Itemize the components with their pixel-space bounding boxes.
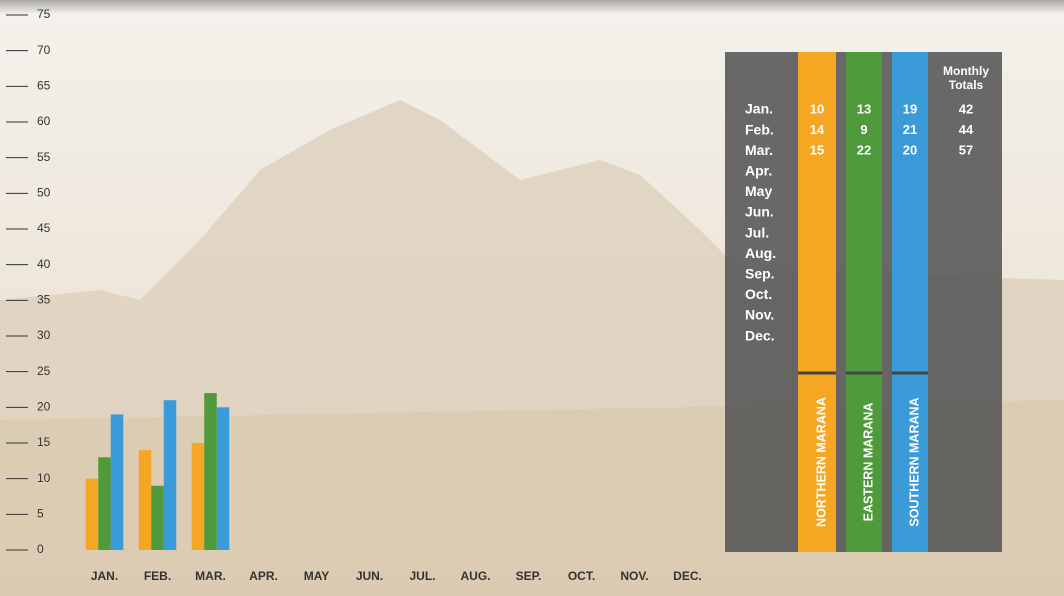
x-tick-label: JUL. [409,569,435,583]
table-value: 22 [857,143,871,158]
month-label: Dec. [745,327,775,343]
month-label: Aug. [745,245,776,261]
bar [216,407,230,550]
top-shadow [0,0,1064,14]
month-label: Jan. [745,101,773,117]
y-tick-label: 5 [37,507,44,521]
total-value: 44 [959,122,974,137]
y-tick-label: 70 [37,43,51,57]
x-tick-label: MAR. [195,569,226,583]
table-value: 20 [903,143,917,158]
total-value: 57 [959,143,973,158]
bar [110,414,124,550]
table-value: 19 [903,101,917,116]
series-column [798,52,836,552]
table-value: 15 [810,143,824,158]
x-tick-label: OCT. [568,569,595,583]
month-label: Jul. [745,224,769,240]
y-tick-label: 65 [37,79,51,93]
month-label: Jun. [745,204,774,220]
bar [85,478,99,550]
month-label: Mar. [745,142,773,158]
bar [138,450,152,550]
x-tick-label: SEP. [516,569,542,583]
x-tick-label: APR. [249,569,278,583]
table-value: 10 [810,101,824,116]
y-tick-label: 25 [37,364,51,378]
totals-title: Monthly Totals [943,64,989,92]
y-tick-label: 30 [37,328,51,342]
table-value: 13 [857,101,871,116]
month-label: Feb. [745,121,774,137]
bar [191,443,205,550]
x-tick-label: FEB. [144,569,171,583]
x-tick-label: JUN. [356,569,383,583]
month-label: Sep. [745,266,775,282]
table-value: 9 [860,122,867,137]
y-tick-label: 50 [37,186,51,200]
y-tick-label: 55 [37,150,51,164]
x-tick-label: JAN. [91,569,118,583]
month-label: Oct. [745,286,772,302]
series-column [892,52,928,552]
x-tick-label: AUG. [461,569,491,583]
y-tick-label: 10 [37,471,51,485]
y-tick-label: 35 [37,293,51,307]
x-tick-label: DEC. [673,569,702,583]
legend-label: NORTHERN MARANA [814,397,828,527]
bar [204,393,217,550]
y-tick-label: 20 [37,400,51,414]
y-tick-label: 0 [37,542,44,556]
data-table: NORTHERN MARANA 10 14 15 EASTERN MARANA 13 9 22… [725,52,1002,552]
table-value: 14 [810,122,825,137]
y-tick-label: 45 [37,221,51,235]
bar [98,457,111,550]
legend-label: SOUTHERN MARANA [907,397,921,526]
table-value: 21 [903,122,917,137]
x-tick-label: MAY [304,569,330,583]
legend-label: EASTERN MARANA [861,403,875,522]
month-label: May [745,183,772,199]
series-column [846,52,882,552]
total-value: 42 [959,101,973,116]
x-tick-label: NOV. [620,569,648,583]
bar [163,400,177,550]
month-label: Apr. [745,163,772,179]
y-tick-label: 75 [37,7,51,21]
month-label: Nov. [745,307,774,323]
y-tick-label: 15 [37,435,51,449]
bar [151,485,164,550]
y-tick-label: 40 [37,257,51,271]
y-tick-label: 60 [37,114,51,128]
